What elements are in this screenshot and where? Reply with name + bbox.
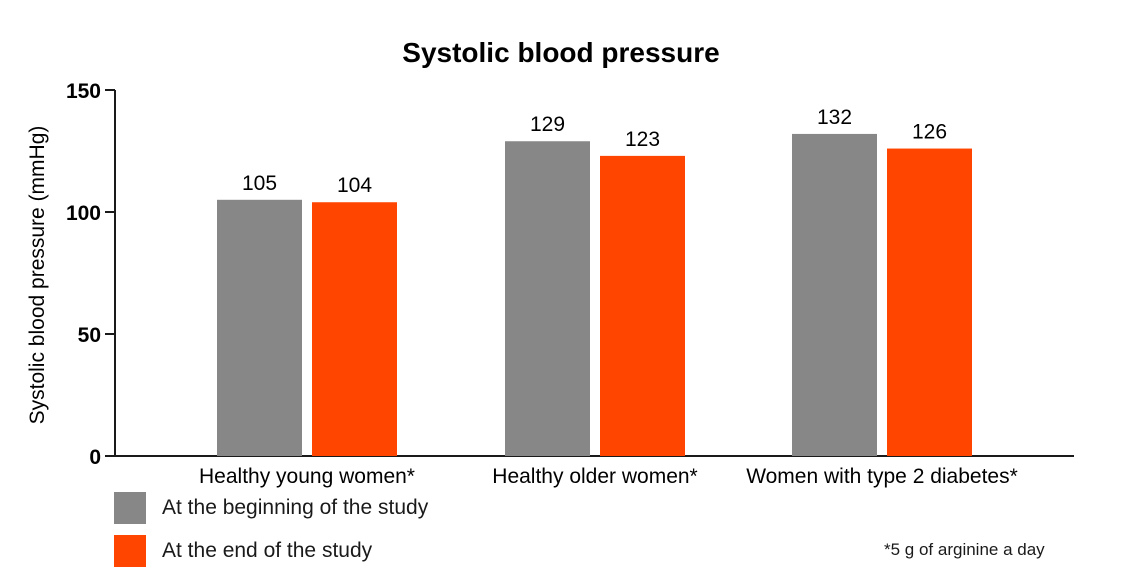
bars	[217, 133, 972, 457]
data-label: 123	[625, 128, 660, 151]
legend-item-beginning: At the beginning of the study	[114, 492, 428, 524]
category-label: Healthy young women*	[199, 465, 415, 488]
data-label: 129	[530, 113, 565, 136]
legend-swatch-beginning	[114, 492, 146, 524]
legend-swatch-end	[114, 535, 146, 567]
footnote: *5 g of arginine a day	[884, 540, 1045, 559]
y-ticks: 0 50 100 150	[66, 80, 115, 469]
y-tick-label: 0	[89, 446, 101, 469]
y-axis-label: Systolic blood pressure (mmHg)	[26, 126, 49, 425]
category-labels: Healthy young women* Healthy older women*…	[199, 465, 1018, 488]
legend-label-end: At the end of the study	[162, 539, 373, 562]
data-label: 104	[337, 174, 372, 197]
bar	[600, 155, 685, 456]
data-label: 132	[817, 106, 852, 129]
category-label: Women with type 2 diabetes*	[746, 465, 1018, 488]
bar	[505, 141, 590, 457]
data-label: 126	[912, 121, 947, 144]
bar	[887, 148, 972, 456]
bar	[792, 133, 877, 457]
legend-item-end: At the end of the study	[114, 535, 372, 567]
category-label: Healthy older women*	[492, 465, 697, 488]
y-tick-label: 50	[78, 324, 101, 347]
bar	[312, 202, 397, 456]
y-tick-label: 150	[66, 80, 101, 103]
y-tick-label: 100	[66, 202, 101, 225]
data-label: 105	[242, 172, 277, 195]
bar	[217, 199, 302, 457]
chart-title: Systolic blood pressure	[402, 37, 719, 68]
data-labels: 105 104 129 123 132 126	[242, 106, 947, 197]
legend-label-beginning: At the beginning of the study	[162, 496, 429, 519]
